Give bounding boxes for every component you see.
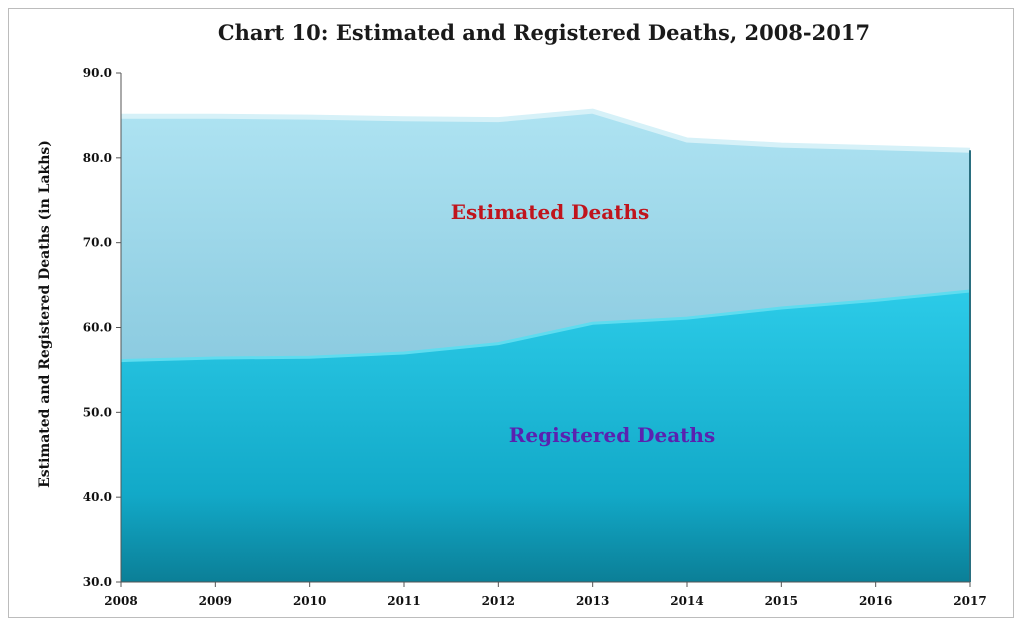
y-tick-label: 50.0 (83, 405, 112, 419)
x-tick-label: 2016 (859, 594, 892, 608)
x-tick-label: 2010 (293, 594, 326, 608)
x-tick-label: 2012 (482, 594, 515, 608)
y-tick-label: 40.0 (83, 490, 112, 504)
series-label-registered-deaths: Registered Deaths (509, 423, 715, 447)
x-tick-label: 2014 (670, 594, 703, 608)
series-line-registered-deaths (120, 289, 971, 363)
y-tick-label: 30.0 (83, 575, 112, 589)
chart-title: Chart 10: Estimated and Registered Death… (217, 20, 871, 45)
y-tick-label: 80.0 (83, 151, 112, 165)
series-line-estimated-deaths (121, 108, 971, 153)
x-tick-label: 2013 (576, 594, 609, 608)
x-tick-label: 2011 (387, 594, 420, 608)
x-tick-label: 2017 (953, 594, 986, 608)
series-label-estimated-deaths: Estimated Deaths (451, 200, 649, 224)
x-tick-label: 2009 (199, 594, 232, 608)
y-tick-label: 90.0 (83, 66, 112, 80)
y-tick-label: 70.0 (83, 236, 112, 250)
series-area-estimated-deaths (121, 111, 970, 361)
x-tick-label: 2015 (765, 594, 798, 608)
y-tick-label: 60.0 (83, 321, 112, 335)
x-tick-label: 2008 (104, 594, 137, 608)
series-area-registered-deaths (121, 291, 970, 582)
